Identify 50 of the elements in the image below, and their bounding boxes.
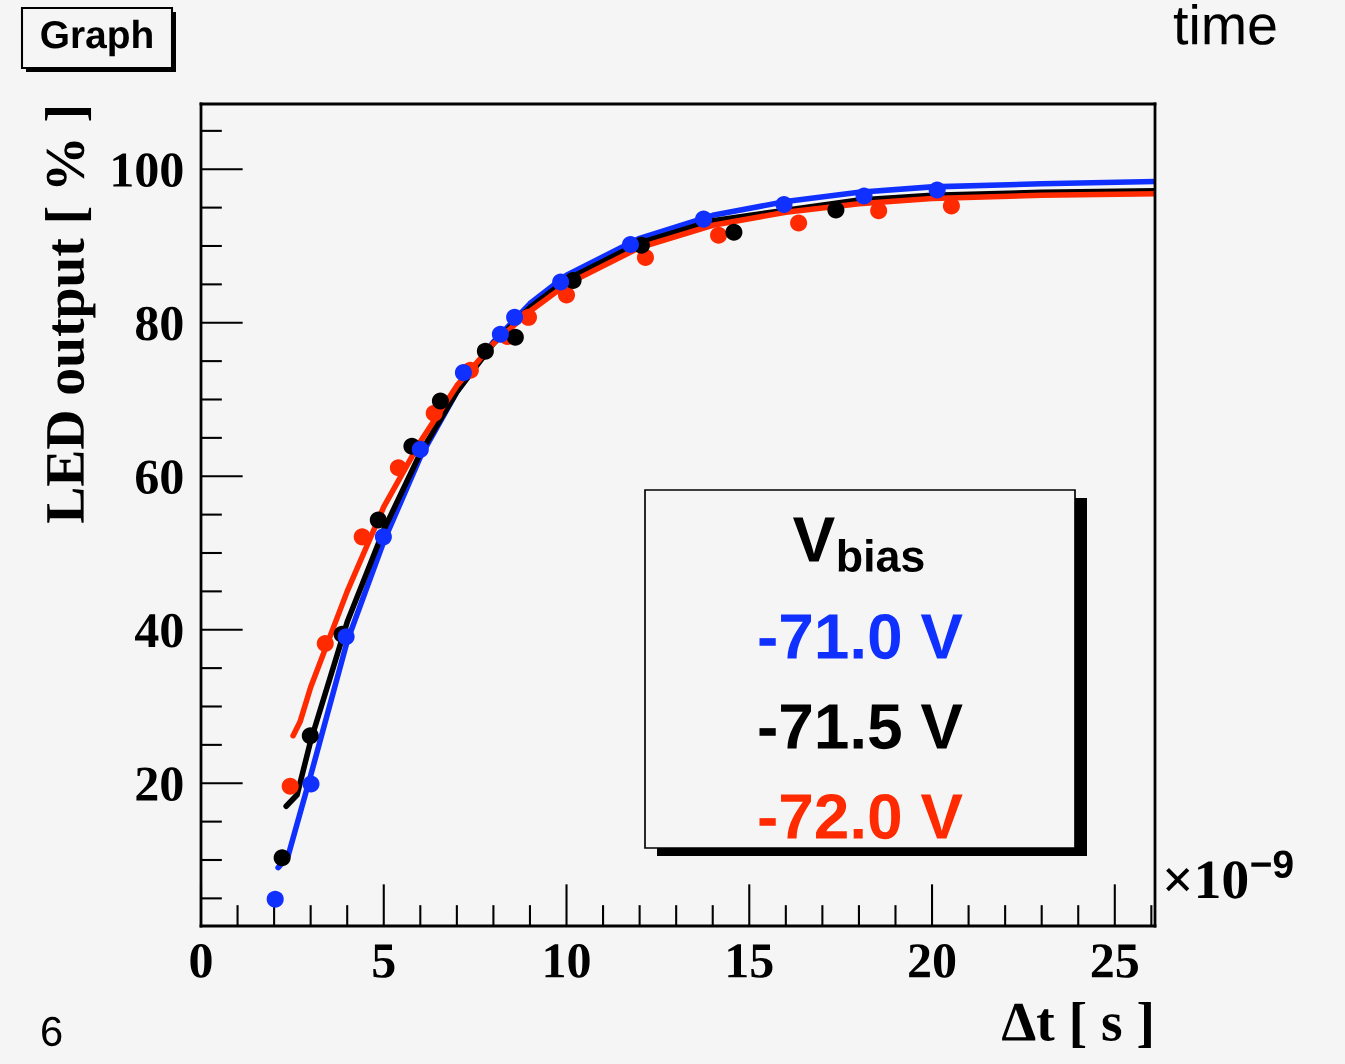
point	[928, 181, 946, 199]
point	[281, 777, 299, 795]
point	[476, 342, 494, 360]
x-tick-label: 10	[545, 944, 590, 978]
y-tick-label: 20	[136, 767, 183, 802]
point	[790, 214, 808, 232]
x-tick-label: 25	[1091, 944, 1138, 978]
text: 6	[42, 1016, 62, 1047]
point	[411, 440, 429, 458]
y-tick-label: 60	[136, 460, 183, 495]
point	[695, 210, 713, 228]
point	[389, 459, 407, 477]
text: -71.0 V	[759, 613, 963, 660]
y-axis-title: LED output [ % ]	[45, 108, 96, 523]
point	[374, 528, 392, 546]
point	[301, 727, 319, 745]
text: -71.5 V	[759, 704, 963, 750]
point	[369, 511, 387, 529]
y-tick-label: 40	[135, 613, 183, 648]
text: ×10$^{−9}$	[1166, 850, 1293, 899]
point	[855, 187, 873, 205]
point	[353, 528, 371, 546]
point	[337, 628, 355, 646]
chart-title: Graph	[41, 19, 152, 57]
point	[725, 223, 743, 241]
point	[491, 325, 509, 343]
point	[775, 196, 793, 214]
y-tick-label: 80	[136, 306, 183, 341]
x-axis-title: Δt [ s ]	[1002, 1001, 1151, 1048]
point	[710, 226, 728, 244]
x-tick-label: 0	[190, 944, 212, 978]
x-tick-label: 15	[728, 944, 773, 978]
legend-title: V$_{bias}$	[793, 517, 924, 572]
point	[506, 328, 524, 346]
point	[454, 364, 472, 382]
point	[621, 235, 639, 253]
point	[302, 775, 320, 793]
x-tick-label: 5	[373, 944, 395, 978]
point	[273, 849, 291, 867]
point	[870, 202, 888, 220]
y-tick-label: 100	[113, 153, 183, 188]
point	[827, 201, 845, 219]
point	[266, 890, 284, 908]
text: time	[1173, 4, 1276, 45]
point	[506, 308, 524, 326]
point	[552, 273, 570, 291]
x-tick-label: 20	[909, 944, 956, 978]
point	[316, 635, 334, 653]
point	[431, 392, 449, 410]
text: -72.0 V	[759, 793, 963, 840]
